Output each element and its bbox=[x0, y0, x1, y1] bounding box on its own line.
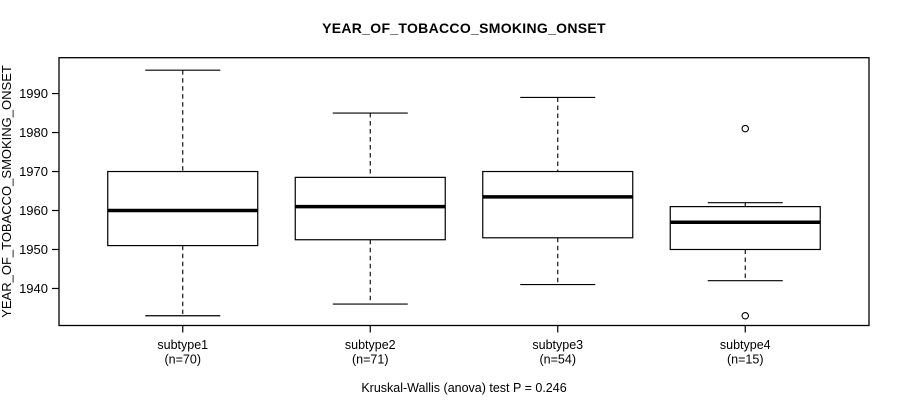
outlier-point bbox=[741, 124, 749, 133]
x-tick-count-label: (n=54) bbox=[540, 353, 576, 367]
y-axis: 1940 1950 1960 1970 1980 1990 bbox=[19, 86, 59, 296]
x-tick-label: subtype1 bbox=[157, 338, 208, 352]
y-tick-label: 1940 bbox=[19, 281, 48, 296]
x-tick-label: subtype3 bbox=[532, 338, 583, 352]
x-tick-label: subtype2 bbox=[345, 338, 396, 352]
x-tick-count-label: (n=15) bbox=[727, 353, 763, 367]
y-tick-label: 1990 bbox=[19, 86, 48, 101]
chart-title: YEAR_OF_TOBACCO_SMOKING_ONSET bbox=[322, 20, 606, 36]
box-rect bbox=[482, 170, 634, 239]
outlier-point bbox=[741, 312, 749, 320]
box-rect bbox=[294, 176, 446, 241]
x-tick-label: subtype4 bbox=[720, 338, 771, 352]
y-tick-label: 1980 bbox=[19, 125, 48, 140]
y-axis-title: YEAR_OF_TOBACCO_SMOKING_ONSET bbox=[0, 65, 14, 318]
x-axis: subtype1(n=70) subtype2(n=71) subtype3(n=5… bbox=[157, 325, 771, 367]
boxes bbox=[107, 69, 821, 320]
plot-frame-rect bbox=[58, 57, 870, 327]
y-tick-label: 1970 bbox=[19, 164, 48, 179]
y-tick-label: 1950 bbox=[19, 242, 48, 257]
x-tick-count-label: (n=71) bbox=[352, 353, 388, 367]
box-rect bbox=[669, 206, 821, 251]
footer-caption: Kruskal-Wallis (anova) test P = 0.246 bbox=[361, 381, 566, 395]
plot-frame bbox=[58, 57, 870, 327]
x-tick-count-label: (n=70) bbox=[165, 353, 201, 367]
y-tick-label: 1960 bbox=[19, 203, 48, 218]
box-rect bbox=[107, 170, 259, 247]
